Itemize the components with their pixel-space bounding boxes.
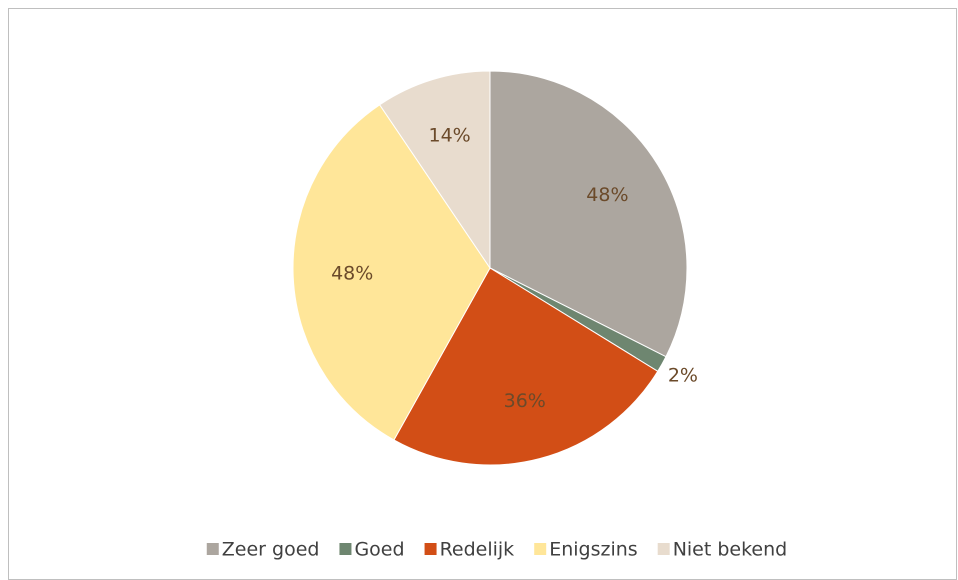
pie-slice (489, 70, 688, 358)
legend-label: Redelijk (440, 539, 515, 561)
data-label: 36% (504, 390, 546, 412)
pie: 48% 2% 36% 48% 14% (292, 70, 698, 466)
legend-swatch (206, 543, 219, 555)
legend-swatch (424, 543, 437, 555)
legend-label: Goed (354, 539, 404, 561)
legend-label: Zeer goed (222, 539, 320, 561)
legend-label: Enigszins (549, 539, 637, 561)
legend-swatch (534, 543, 547, 555)
legend: Zeer goed Goed Redelijk Enigszins Niet beken… (206, 539, 788, 561)
data-label: 2% (668, 364, 698, 386)
legend-swatch (657, 543, 670, 555)
data-label: 48% (586, 184, 628, 206)
pie-slice (378, 70, 491, 270)
data-label: 48% (331, 262, 373, 284)
legend-label: Niet bekend (673, 539, 788, 561)
legend-swatch (339, 543, 352, 555)
pie-slice (292, 104, 491, 441)
data-label: 14% (429, 125, 471, 147)
pie-slice (393, 267, 659, 466)
